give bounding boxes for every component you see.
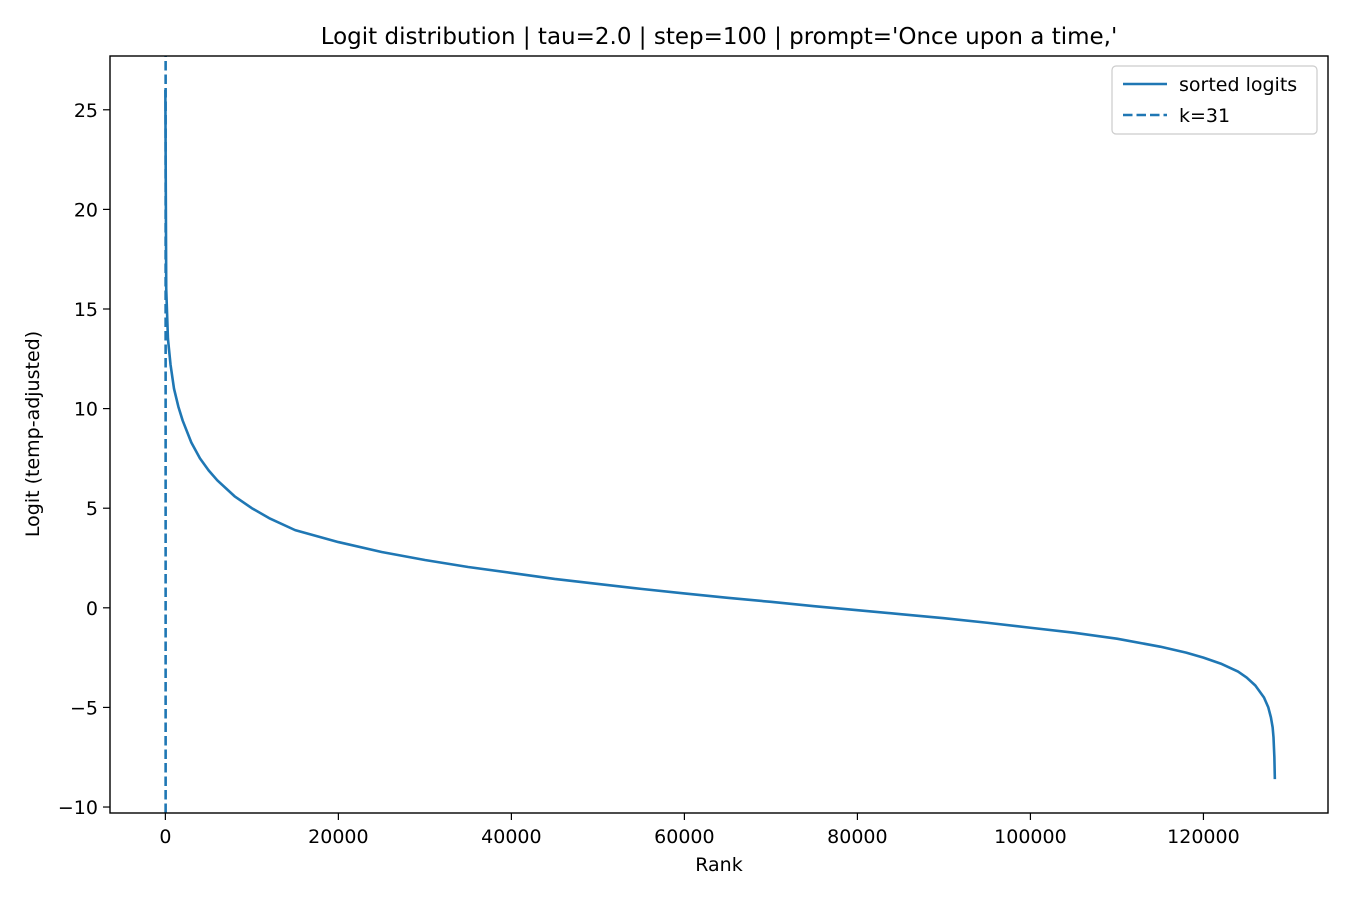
legend-label: k=31 xyxy=(1179,105,1230,127)
legend-label: sorted logits xyxy=(1179,74,1297,96)
x-tick-label: 120000 xyxy=(1167,826,1240,848)
x-tick-label: 100000 xyxy=(994,826,1067,848)
x-axis-label: Rank xyxy=(695,854,742,876)
axes: 0 20000 40000 60000 80000 100000 120000 −10 −5 0 5… xyxy=(58,55,1329,848)
x-tick-label: 80000 xyxy=(827,826,887,848)
y-tick-label: 20 xyxy=(74,199,98,221)
x-tick-label: 0 xyxy=(159,826,171,848)
sorted-logits-line xyxy=(164,89,1277,780)
y-tick-label: −10 xyxy=(58,797,98,819)
y-tick-label: 25 xyxy=(74,100,98,122)
legend: sorted logits k=31 xyxy=(1111,65,1318,135)
chart-title: Logit distribution | tau=2.0 | step=100 … xyxy=(321,24,1118,50)
y-tick-label: −5 xyxy=(70,697,98,719)
x-tick-label: 60000 xyxy=(654,826,714,848)
x-tick-label: 40000 xyxy=(481,826,541,848)
plot-area xyxy=(164,56,1277,813)
y-tick-label: 5 xyxy=(86,498,98,520)
y-tick-label: 0 xyxy=(86,598,98,620)
y-tick-label: 10 xyxy=(74,399,98,421)
y-tick-label: 15 xyxy=(74,299,98,321)
axes-frame xyxy=(109,55,1329,814)
x-tick-label: 20000 xyxy=(308,826,368,848)
y-axis-label: Logit (temp-adjusted) xyxy=(22,331,44,537)
